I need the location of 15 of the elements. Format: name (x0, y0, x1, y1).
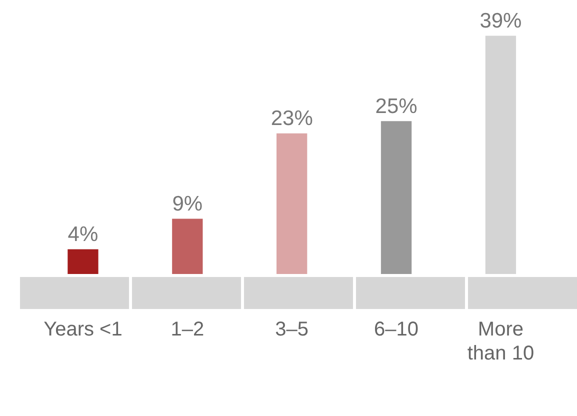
bar (380, 121, 412, 274)
data-label: 9% (172, 192, 203, 216)
x-tick-label: 6–10 (374, 318, 419, 341)
bar (485, 36, 516, 274)
data-label: 39% (480, 9, 522, 32)
x-tick-label: 1–2 (170, 318, 204, 341)
bar (172, 218, 203, 274)
data-label: 25% (375, 94, 418, 118)
data-label: 4% (68, 222, 98, 246)
data-label: 23% (270, 106, 313, 130)
x-tick-label: 3–5 (275, 318, 309, 341)
bar (68, 249, 98, 274)
bar (276, 133, 308, 274)
x-tick-label: More than 10 (467, 318, 534, 365)
x-tick-label: Years <1 (44, 318, 122, 341)
